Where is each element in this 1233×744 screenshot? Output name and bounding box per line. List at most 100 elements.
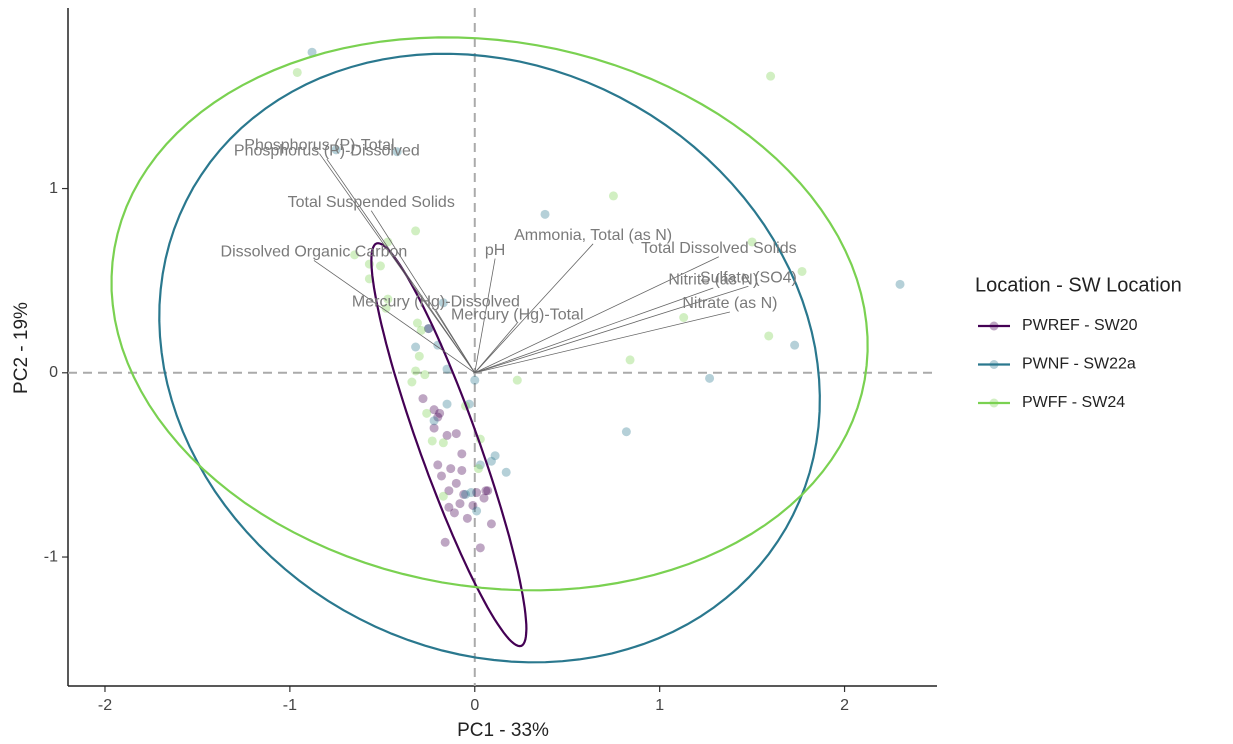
data-point: [442, 430, 452, 440]
loading-label: Sulfate (SO4): [700, 269, 797, 286]
data-point: [459, 489, 469, 499]
data-point: [411, 226, 421, 236]
data-point: [451, 478, 461, 488]
y-tick-label: -1: [44, 548, 58, 565]
data-point: [475, 543, 485, 553]
data-point: [307, 47, 317, 57]
loading-label: Ammonia, Total (as N): [514, 227, 672, 244]
data-point: [407, 377, 417, 387]
data-point: [470, 375, 480, 385]
legend-point: [989, 360, 999, 369]
data-point: [472, 506, 482, 516]
legend-point: [989, 398, 999, 408]
data-point: [466, 488, 476, 498]
data-point: [705, 373, 715, 383]
data-point: [486, 519, 496, 529]
loading-arrow: [474, 285, 749, 374]
loading-arrow: [313, 260, 475, 374]
data-point: [790, 340, 800, 350]
data-point: [461, 489, 471, 499]
legend-label: PWFF - SW24: [1022, 394, 1125, 411]
data-point: [444, 502, 454, 512]
data-point: [429, 405, 439, 415]
loading-label: pH: [485, 242, 505, 259]
x-tick-label: 0: [470, 697, 479, 714]
data-point: [411, 366, 421, 376]
data-point: [457, 465, 467, 475]
loading-label: Total Dissolved Solids: [641, 240, 797, 257]
data-point: [436, 471, 446, 481]
data-point: [392, 147, 402, 157]
data-point: [490, 451, 500, 461]
loading-arrow: [474, 243, 594, 374]
data-point: [429, 416, 439, 426]
data-point: [472, 488, 482, 498]
data-point: [414, 351, 424, 361]
data-point: [540, 209, 550, 219]
x-axis-label: PC1 - 33%: [457, 720, 549, 741]
loading-label: Dissolved Organic Carbon: [221, 244, 408, 261]
loading-arrow: [474, 258, 496, 373]
data-point: [486, 456, 496, 466]
data-point: [420, 370, 430, 380]
data-point: [375, 261, 385, 271]
loading-label: Mercury (Hg)-Dissolved: [352, 293, 520, 310]
data-point: [412, 318, 422, 328]
data-point: [764, 331, 774, 341]
x-tick-label: -1: [283, 697, 297, 714]
data-point: [625, 355, 635, 365]
loading-arrow: [326, 158, 476, 374]
x-tick-label: 2: [840, 697, 849, 714]
data-point: [424, 324, 434, 334]
loading-arrow: [474, 256, 719, 374]
data-point: [429, 423, 439, 433]
data-point: [797, 266, 807, 276]
data-point: [331, 145, 341, 155]
data-point: [679, 313, 689, 323]
data-point: [766, 71, 776, 81]
data-point: [512, 375, 522, 385]
data-point: [475, 460, 485, 470]
legend-point: [989, 321, 999, 331]
data-point: [422, 408, 432, 418]
data-point: [449, 508, 459, 518]
data-point: [350, 250, 360, 260]
loading-label: Nitrite (as N): [668, 271, 758, 288]
data-point: [416, 325, 426, 335]
loading-arrow: [319, 153, 476, 374]
legend-label: PWREF - SW20: [1022, 317, 1138, 334]
data-point: [440, 537, 450, 547]
loading-arrow: [474, 311, 731, 374]
loading-arrow: [474, 287, 714, 374]
data-point: [462, 513, 472, 523]
data-point: [895, 279, 905, 289]
confidence-ellipse: [158, 52, 821, 664]
data-point: [481, 486, 491, 496]
loading-arrow: [370, 210, 476, 374]
legend-title: Location - SW Location: [975, 274, 1182, 296]
data-point: [427, 436, 437, 446]
x-tick-label: 1: [655, 697, 664, 714]
legend-label: PWNF - SW22a: [1022, 356, 1136, 373]
data-point: [438, 298, 448, 308]
data-point: [468, 500, 478, 510]
x-tick-label: -2: [98, 697, 112, 714]
data-point: [418, 394, 428, 404]
data-point: [455, 499, 465, 509]
y-axis-label: PC2 - 19%: [11, 302, 32, 394]
y-tick-label: 1: [49, 180, 58, 197]
data-point: [621, 427, 631, 437]
data-point: [473, 464, 483, 474]
data-point: [438, 438, 448, 448]
data-point: [424, 324, 434, 334]
y-tick-label: 0: [49, 364, 58, 381]
confidence-ellipse: [370, 242, 528, 648]
loading-label: Phosphorus (P)-Total: [244, 137, 394, 154]
data-point: [292, 67, 302, 77]
data-point: [479, 493, 489, 503]
data-point: [608, 191, 618, 201]
loading-label: Total Suspended Solids: [288, 194, 455, 211]
data-point: [433, 412, 443, 422]
confidence-ellipse: [110, 36, 869, 592]
